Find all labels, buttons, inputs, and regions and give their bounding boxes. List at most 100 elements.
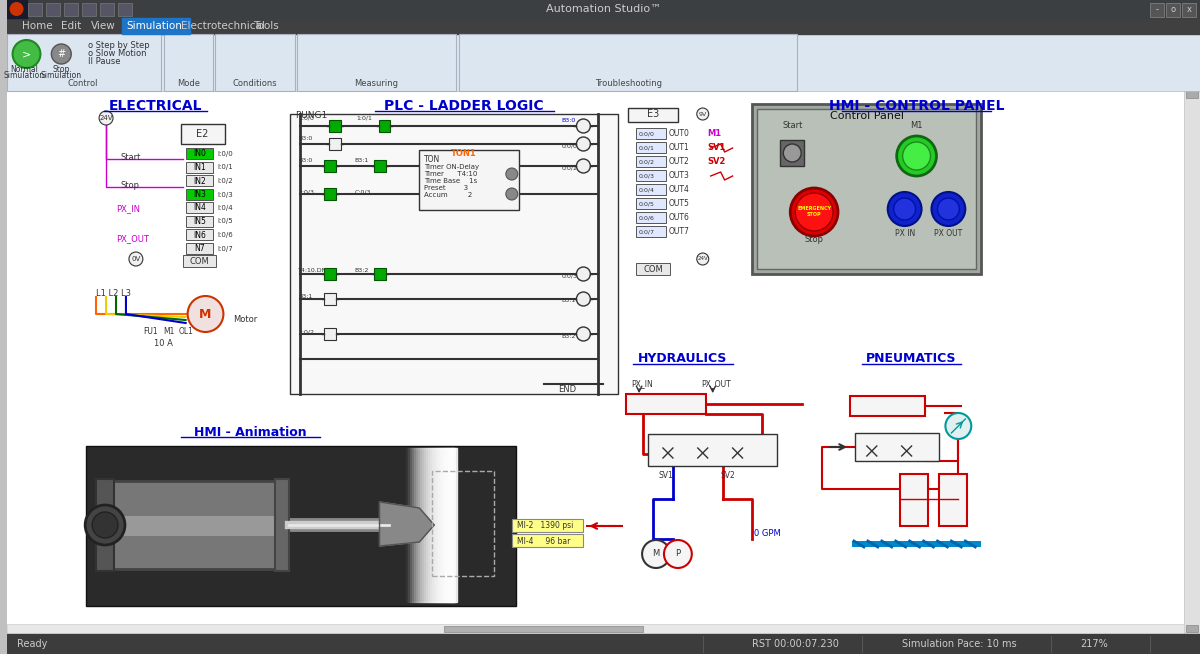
Bar	[373, 160, 385, 172]
Polygon shape	[379, 502, 434, 546]
Text: -: -	[1156, 5, 1159, 14]
Text: 0V: 0V	[131, 256, 140, 262]
Bar	[446, 448, 451, 602]
Circle shape	[85, 505, 125, 545]
Text: Automation Studio™: Automation Studio™	[546, 4, 661, 14]
Text: B3:0: B3:0	[562, 118, 576, 122]
Bar	[1151, 3, 1164, 17]
Bar	[757, 109, 977, 269]
Text: IN0: IN0	[193, 150, 206, 158]
Text: Edit: Edit	[61, 21, 82, 31]
Bar	[324, 160, 336, 172]
Text: Home: Home	[22, 21, 52, 31]
Bar	[648, 434, 778, 466]
Bar	[47, 3, 60, 16]
Text: #: #	[58, 49, 65, 59]
Bar	[850, 396, 924, 416]
Circle shape	[506, 188, 517, 200]
Bar	[290, 114, 618, 394]
Bar	[186, 188, 214, 199]
Bar	[324, 328, 336, 340]
Bar	[373, 268, 385, 280]
Text: COM: COM	[190, 256, 210, 266]
Circle shape	[931, 192, 965, 226]
Text: P: P	[676, 549, 680, 559]
Text: 9V: 9V	[698, 111, 707, 116]
Circle shape	[888, 192, 922, 226]
Text: IN1: IN1	[193, 163, 206, 172]
Text: SV1: SV1	[708, 143, 726, 152]
Circle shape	[796, 193, 833, 231]
Bar	[186, 148, 214, 159]
Circle shape	[576, 137, 590, 151]
Text: SV2: SV2	[708, 158, 726, 167]
Text: 24V: 24V	[100, 115, 113, 121]
Circle shape	[506, 168, 517, 180]
Text: Stop: Stop	[53, 65, 70, 73]
Text: 10 A: 10 A	[155, 339, 173, 349]
Text: >: >	[22, 49, 31, 59]
Text: OUT4: OUT4	[668, 186, 690, 194]
Bar	[86, 446, 516, 606]
Text: ELECTRICAL: ELECTRICAL	[109, 99, 203, 113]
Text: Electrotechnical: Electrotechnical	[181, 21, 264, 31]
Bar	[410, 448, 415, 602]
Text: Stop: Stop	[805, 235, 823, 243]
Bar	[324, 268, 336, 280]
Circle shape	[187, 296, 223, 332]
Text: Tools: Tools	[253, 21, 278, 31]
Text: C:0/3: C:0/3	[355, 190, 371, 194]
Text: HYDRAULICS: HYDRAULICS	[638, 353, 727, 366]
Bar	[414, 448, 419, 602]
Bar	[186, 162, 214, 173]
Text: 0 GPM: 0 GPM	[755, 530, 781, 538]
Text: I:0/3: I:0/3	[217, 192, 233, 198]
Bar	[7, 634, 1200, 654]
Text: B3:0: B3:0	[298, 158, 312, 162]
Text: IN4: IN4	[193, 203, 206, 213]
Bar	[65, 3, 78, 16]
Bar	[329, 120, 341, 132]
Text: 0:0/7: 0:0/7	[640, 230, 655, 235]
Text: E2: E2	[197, 129, 209, 139]
Circle shape	[52, 44, 71, 64]
Text: PLC - LADDER LOGIC: PLC - LADDER LOGIC	[384, 99, 544, 113]
Circle shape	[576, 292, 590, 306]
Bar	[1184, 91, 1200, 634]
Text: Simulation: Simulation	[126, 21, 182, 31]
Bar	[512, 519, 583, 532]
Text: Preset        3: Preset 3	[425, 185, 468, 191]
Circle shape	[946, 413, 971, 439]
Text: Simulation Pace: 10 ms: Simulation Pace: 10 ms	[901, 639, 1016, 649]
Bar	[636, 156, 666, 167]
Text: OUT6: OUT6	[668, 213, 690, 222]
Text: COM: COM	[643, 264, 662, 273]
Bar	[444, 626, 643, 632]
Bar	[426, 448, 431, 602]
Text: OUT5: OUT5	[668, 199, 690, 209]
Text: OL1: OL1	[178, 328, 193, 337]
Text: Motor: Motor	[233, 315, 258, 324]
Text: 0:0/0: 0:0/0	[562, 143, 577, 148]
Bar	[186, 216, 214, 226]
Text: B3:2: B3:2	[355, 267, 370, 273]
Text: 0:0/6: 0:0/6	[640, 216, 655, 220]
Bar	[186, 175, 214, 186]
Bar	[7, 0, 26, 18]
Bar	[1182, 3, 1196, 17]
Circle shape	[12, 40, 41, 68]
Bar	[100, 516, 283, 536]
Text: Stop: Stop	[121, 182, 140, 190]
Text: FU1: FU1	[144, 328, 158, 337]
Text: TON1: TON1	[451, 150, 476, 158]
Text: IN6: IN6	[193, 230, 206, 239]
Bar	[900, 474, 928, 526]
Bar	[448, 448, 454, 602]
Text: OUT2: OUT2	[668, 158, 690, 167]
Text: 0:0/3: 0:0/3	[562, 273, 577, 279]
Text: SV2: SV2	[721, 472, 736, 481]
Text: o: o	[1170, 5, 1176, 14]
Text: I:0/2: I:0/2	[217, 178, 233, 184]
Text: 1:0/2: 1:0/2	[298, 330, 314, 334]
Bar	[100, 3, 114, 16]
